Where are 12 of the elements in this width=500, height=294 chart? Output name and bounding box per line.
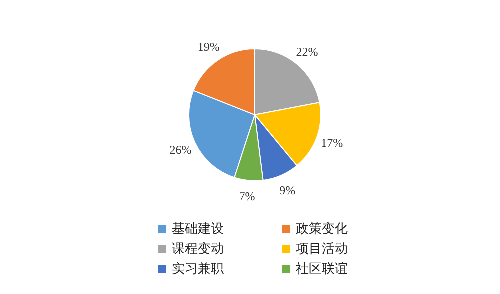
data-label: 9%: [280, 183, 296, 198]
legend-label: 课程变动: [172, 241, 224, 258]
legend-label: 实习兼职: [172, 261, 224, 278]
legend-label: 政策变化: [296, 221, 348, 238]
legend-label: 社区联谊: [296, 261, 348, 278]
data-label: 26%: [170, 142, 192, 157]
legend-label: 基础建设: [172, 221, 224, 238]
legend-label: 项目活动: [296, 241, 348, 258]
data-label: 17%: [321, 136, 344, 150]
data-label: 22%: [296, 44, 318, 59]
data-label: 7%: [239, 190, 256, 204]
data-label: 19%: [198, 40, 220, 54]
